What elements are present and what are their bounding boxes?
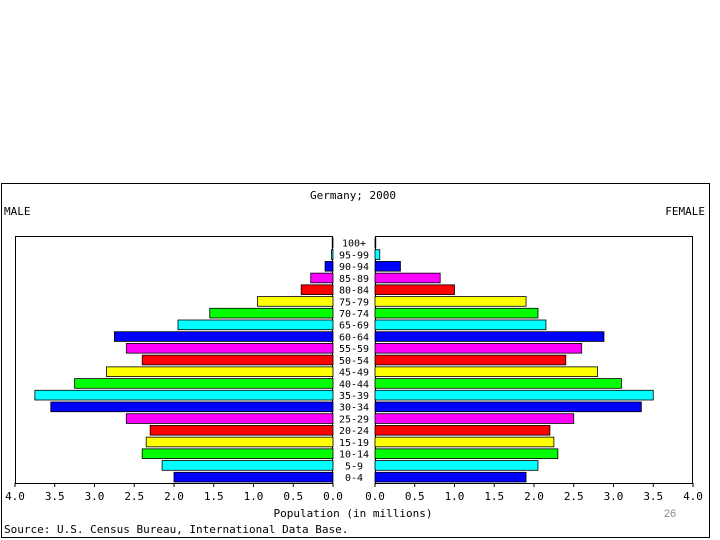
female-bar: [374, 389, 654, 401]
male-bar: [173, 471, 334, 483]
female-tick-label: 0.0: [365, 490, 385, 503]
male-bar: [34, 389, 334, 401]
male-bar: [331, 237, 334, 249]
age-group-label: 30-34: [339, 403, 369, 414]
age-group-label: 45-49: [339, 368, 369, 379]
slide-number: 26: [663, 508, 677, 520]
age-group-label: 25-29: [339, 414, 369, 425]
age-group-label: 5-9: [345, 461, 363, 472]
female-bar: [374, 471, 527, 483]
age-group-label: 0-4: [345, 473, 363, 484]
male-bar: [310, 272, 334, 284]
age-group-label: 60-64: [339, 332, 369, 343]
male-bar: [74, 378, 334, 389]
male-bar: [149, 425, 334, 436]
male-bar: [177, 319, 334, 331]
female-bar: [374, 425, 551, 436]
female-bar: [374, 261, 401, 272]
age-group-label: 75-79: [339, 297, 369, 308]
male-bar: [141, 448, 334, 459]
male-bar: [257, 296, 334, 307]
female-tick-label: 1.0: [445, 490, 465, 503]
female-bar: [374, 307, 539, 319]
male-tick-label: 1.0: [244, 490, 264, 503]
male-tick-label: 4.0: [5, 490, 25, 503]
female-bar: [374, 296, 527, 307]
age-group-label: 20-24: [339, 426, 369, 437]
female-bar: [374, 401, 642, 413]
female-tick-label: 4.0: [683, 490, 703, 503]
male-bar: [324, 261, 334, 272]
source-note: Source: U.S. Census Bureau, Internationa…: [4, 523, 348, 536]
age-group-label: 90-94: [339, 262, 369, 273]
male-bar: [125, 343, 334, 354]
female-bar: [374, 448, 559, 459]
male-bar: [141, 354, 334, 366]
male-tick-label: 3.0: [85, 490, 105, 503]
age-group-label: 15-19: [339, 438, 369, 449]
female-bar: [374, 378, 622, 389]
female-bar: [374, 366, 599, 377]
female-bar: [374, 272, 441, 284]
male-bar: [145, 436, 334, 448]
male-tick-label: 2.5: [124, 490, 144, 503]
female-bar: [374, 319, 547, 331]
chart-title: Germany; 2000: [310, 189, 396, 202]
male-tick-label: 0.5: [283, 490, 303, 503]
age-group-label: 55-59: [339, 344, 369, 355]
female-bar: [374, 354, 567, 366]
age-group-label: 65-69: [339, 321, 369, 332]
female-bar: [374, 460, 539, 471]
male-bar: [113, 331, 334, 342]
female-tick-label: 1.5: [484, 490, 504, 503]
female-bar: [374, 237, 377, 249]
female-tick-label: 2.5: [564, 490, 584, 503]
male-tick-label: 0.0: [323, 490, 343, 503]
female-bar: [374, 284, 455, 295]
male-bar: [106, 366, 334, 377]
age-group-label: 40-44: [339, 379, 369, 390]
x-axis-label: Population (in millions): [274, 507, 433, 520]
male-tick-label: 3.5: [45, 490, 65, 503]
male-label: MALE: [4, 205, 31, 218]
male-tick-label: 1.5: [204, 490, 224, 503]
chart-frame: [1, 183, 710, 538]
ticks-group: 0.0 0.0 0.5 0.5 1.0 1.0 1.5 1.5 2.0 2.0 2.5 2.5 3.0 3…: [5, 483, 703, 503]
female-bar: [374, 413, 575, 424]
age-group-label: 80-84: [339, 286, 369, 297]
male-bar: [125, 413, 334, 424]
age-group-label: 10-14: [339, 450, 369, 461]
age-group-label: 50-54: [339, 356, 369, 367]
age-group-label: 100+: [342, 239, 366, 250]
male-bar: [300, 284, 334, 295]
female-bar: [374, 331, 605, 342]
male-tick-label: 2.0: [164, 490, 184, 503]
age-group-label: 95-99: [339, 250, 369, 261]
female-tick-label: 2.0: [524, 490, 544, 503]
male-bar: [209, 307, 334, 319]
age-group-label: 70-74: [339, 309, 369, 320]
female-bar: [374, 436, 555, 448]
female-tick-label: 3.5: [643, 490, 663, 503]
age-group-label: 35-39: [339, 391, 369, 402]
age-group-label: 85-89: [339, 274, 369, 285]
male-bar: [331, 249, 334, 260]
bars-group: [34, 237, 654, 483]
female-bar: [374, 343, 583, 354]
female-tick-label: 0.5: [405, 490, 425, 503]
male-bar: [50, 401, 334, 413]
age-labels-group: 0-45-910-1415-1920-2425-2930-3435-3940-4…: [339, 239, 369, 484]
female-label: FEMALE: [665, 205, 705, 218]
female-bar: [374, 249, 381, 260]
female-tick-label: 3.0: [604, 490, 624, 503]
male-bar: [161, 460, 334, 471]
